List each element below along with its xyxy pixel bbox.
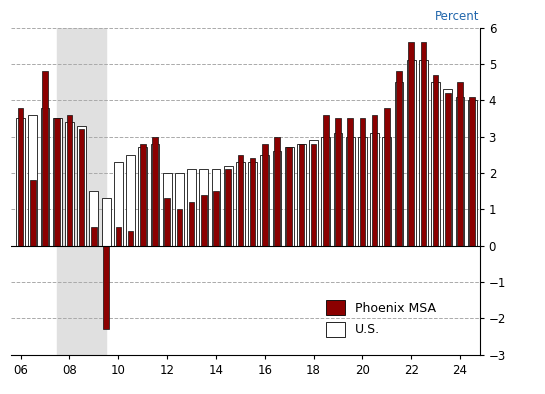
Bar bbox=[309, 140, 318, 245]
Bar bbox=[201, 195, 207, 245]
Bar bbox=[335, 119, 341, 245]
Bar bbox=[457, 82, 463, 245]
Bar bbox=[189, 202, 195, 245]
Bar bbox=[89, 191, 98, 245]
Bar bbox=[360, 119, 365, 245]
Bar bbox=[445, 93, 451, 245]
Bar bbox=[421, 42, 426, 245]
Bar bbox=[54, 119, 60, 245]
Bar bbox=[213, 191, 219, 245]
Bar bbox=[226, 169, 231, 245]
Bar bbox=[57, 28, 106, 355]
Bar bbox=[43, 71, 48, 245]
Bar bbox=[480, 108, 489, 245]
Bar bbox=[140, 144, 146, 245]
Bar bbox=[347, 119, 353, 245]
Bar bbox=[41, 108, 50, 245]
Bar bbox=[358, 137, 367, 245]
Bar bbox=[384, 108, 390, 245]
Bar bbox=[468, 100, 477, 245]
Bar bbox=[372, 115, 378, 245]
Bar bbox=[18, 108, 23, 245]
Bar bbox=[152, 137, 158, 245]
Bar bbox=[248, 162, 257, 245]
Bar bbox=[322, 137, 330, 245]
Bar bbox=[287, 147, 292, 245]
Bar bbox=[419, 60, 428, 245]
Bar bbox=[272, 151, 281, 245]
Bar bbox=[469, 97, 475, 245]
Bar bbox=[346, 137, 355, 245]
Bar bbox=[299, 144, 304, 245]
Bar bbox=[28, 115, 37, 245]
Bar bbox=[116, 227, 121, 245]
Bar bbox=[66, 115, 72, 245]
Bar bbox=[274, 137, 280, 245]
Bar bbox=[150, 144, 159, 245]
Bar bbox=[16, 119, 25, 245]
Bar bbox=[175, 173, 184, 245]
Bar bbox=[482, 89, 487, 245]
Bar bbox=[199, 169, 208, 245]
Bar bbox=[238, 155, 243, 245]
Bar bbox=[138, 147, 147, 245]
Bar bbox=[408, 42, 414, 245]
Bar bbox=[250, 158, 256, 245]
Bar bbox=[370, 133, 379, 245]
Bar bbox=[163, 173, 172, 245]
Bar bbox=[297, 144, 306, 245]
Bar bbox=[165, 198, 170, 245]
Bar bbox=[262, 144, 268, 245]
Bar bbox=[444, 89, 452, 245]
Bar bbox=[187, 169, 196, 245]
Bar bbox=[224, 165, 233, 245]
Bar bbox=[285, 147, 294, 245]
Bar bbox=[334, 133, 342, 245]
Bar bbox=[177, 209, 182, 245]
Bar bbox=[104, 245, 109, 329]
Bar bbox=[433, 75, 438, 245]
Bar bbox=[236, 162, 245, 245]
Bar bbox=[128, 231, 134, 245]
Bar bbox=[77, 126, 86, 245]
Bar bbox=[126, 155, 135, 245]
Bar bbox=[407, 60, 416, 245]
Bar bbox=[456, 97, 464, 245]
Bar bbox=[396, 71, 402, 245]
Bar bbox=[383, 137, 391, 245]
Bar bbox=[261, 155, 269, 245]
Bar bbox=[91, 227, 96, 245]
Legend: Phoenix MSA, U.S.: Phoenix MSA, U.S. bbox=[321, 295, 440, 342]
Bar bbox=[431, 82, 440, 245]
Bar bbox=[311, 144, 317, 245]
Text: Percent: Percent bbox=[435, 10, 480, 23]
Bar bbox=[323, 115, 329, 245]
Bar bbox=[53, 119, 62, 245]
Bar bbox=[79, 129, 84, 245]
Bar bbox=[395, 82, 403, 245]
Bar bbox=[114, 162, 123, 245]
Bar bbox=[30, 180, 35, 245]
Bar bbox=[65, 122, 74, 245]
Bar bbox=[211, 169, 220, 245]
Bar bbox=[102, 198, 111, 245]
